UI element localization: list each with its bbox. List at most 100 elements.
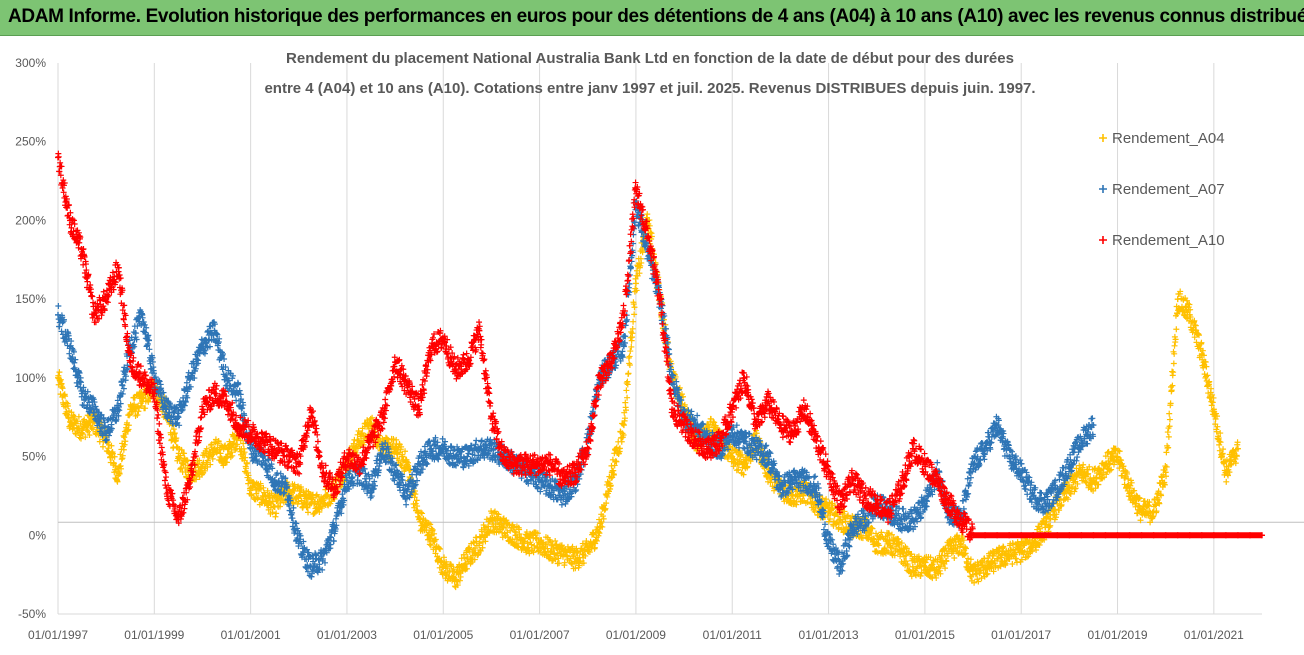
point-cloud (813, 480, 832, 550)
point-cloud (982, 546, 1000, 578)
point-cloud (898, 439, 916, 497)
point-cloud (789, 397, 808, 440)
x-tick-label: 01/01/2009 (606, 628, 666, 642)
point-cloud (693, 428, 711, 462)
series-Rendement_A10 (55, 150, 1265, 543)
point-cloud (296, 484, 314, 516)
point-cloud (79, 245, 97, 321)
point-cloud (934, 471, 952, 516)
point-cloud (211, 321, 230, 389)
point-cloud (464, 534, 483, 567)
data-point (343, 477, 350, 484)
chart-frame: -50% 0% 50% 100% 150% 200% 250% 300% 01/01/1997… (0, 36, 1304, 655)
x-tick-label: 01/01/2019 (1087, 628, 1147, 642)
y-tick-label: 200% (15, 213, 46, 227)
point-cloud (681, 413, 699, 450)
point-cloud (211, 436, 230, 469)
point-cloud (500, 515, 519, 549)
point-cloud (1078, 461, 1097, 494)
point-cloud (777, 469, 796, 500)
point-cloud (970, 555, 988, 586)
x-tick-label: 01/01/1999 (124, 628, 184, 642)
legend-marker (1099, 134, 1107, 142)
point-cloud (524, 529, 543, 557)
point-cloud (127, 389, 145, 419)
point-cloud (368, 404, 386, 450)
point-cloud (777, 412, 796, 446)
point-cloud (1090, 460, 1109, 492)
point-cloud (416, 344, 434, 418)
point-cloud (512, 451, 531, 478)
point-cloud (127, 350, 145, 390)
point-cloud (79, 408, 97, 441)
point-cloud (1211, 408, 1229, 478)
point-cloud (982, 413, 1000, 454)
point-cloud (1150, 463, 1169, 516)
point-cloud (825, 468, 844, 516)
chart-legend: Rendement_A04 Rendement_A07 Rendement_A10 (1099, 130, 1225, 249)
point-cloud (837, 521, 856, 574)
point-cloud (260, 430, 278, 462)
point-cloud (175, 475, 194, 527)
point-cloud (488, 508, 507, 541)
point-cloud (392, 436, 410, 474)
x-tick-label: 01/01/1997 (28, 628, 88, 642)
point-cloud (356, 432, 374, 477)
x-tick-label: 01/01/2007 (510, 628, 570, 642)
point-cloud (994, 415, 1012, 459)
point-cloud (151, 386, 170, 489)
chart-title-line-1: Rendement du placement National Australi… (286, 50, 1014, 67)
point-cloud (753, 388, 772, 430)
x-tick-label: 01/01/2015 (895, 628, 955, 642)
x-tick-label: 01/01/2021 (1184, 628, 1244, 642)
y-tick-label: 0% (29, 528, 47, 542)
point-cloud (1126, 477, 1145, 524)
point-cloud (1078, 415, 1097, 450)
point-cloud (115, 264, 133, 364)
point-cloud (717, 401, 735, 449)
point-cloud (476, 508, 495, 554)
x-axis: 01/01/1997 01/01/1999 01/01/2001 01/01/2003… (28, 628, 1244, 642)
point-cloud (837, 467, 856, 511)
point-cloud (452, 547, 471, 591)
point-cloud (500, 443, 519, 477)
point-cloud (1223, 439, 1241, 485)
data-point (524, 540, 531, 547)
point-cloud (1018, 460, 1036, 506)
point-cloud (332, 472, 350, 535)
point-cloud (139, 314, 157, 377)
data-point (921, 563, 928, 570)
point-cloud (296, 404, 314, 477)
point-cloud (55, 150, 73, 228)
y-tick-label: 300% (15, 56, 46, 70)
point-cloud (524, 451, 543, 479)
data-point (741, 437, 748, 444)
data-point (897, 485, 904, 492)
point-cloud (199, 384, 218, 418)
point-cloud (898, 540, 916, 580)
point-cloud (1030, 484, 1048, 516)
legend-label: Rendement_A10 (1112, 232, 1225, 249)
data-point (632, 280, 639, 287)
point-cloud (223, 426, 242, 466)
y-tick-label: 100% (15, 371, 46, 385)
point-cloud (55, 302, 73, 357)
point-cloud (621, 275, 639, 424)
point-cloud (741, 373, 759, 432)
chart-points (55, 150, 1265, 591)
point-cloud (874, 529, 892, 557)
point-cloud (958, 510, 976, 543)
point-cloud (187, 403, 206, 479)
point-cloud (187, 336, 206, 390)
x-tick-label: 01/01/2013 (799, 628, 859, 642)
data-point (608, 359, 615, 366)
point-cloud (813, 432, 832, 480)
legend-marker (1099, 185, 1107, 193)
chart-title-line-2: entre 4 (A04) et 10 ans (A10). Cotations… (264, 80, 1035, 97)
point-cloud (536, 451, 555, 479)
data-point (1114, 453, 1121, 460)
chart-grid (57, 63, 1304, 615)
legend-marker (1099, 236, 1107, 244)
data-point (500, 453, 507, 460)
data-point (958, 540, 964, 547)
